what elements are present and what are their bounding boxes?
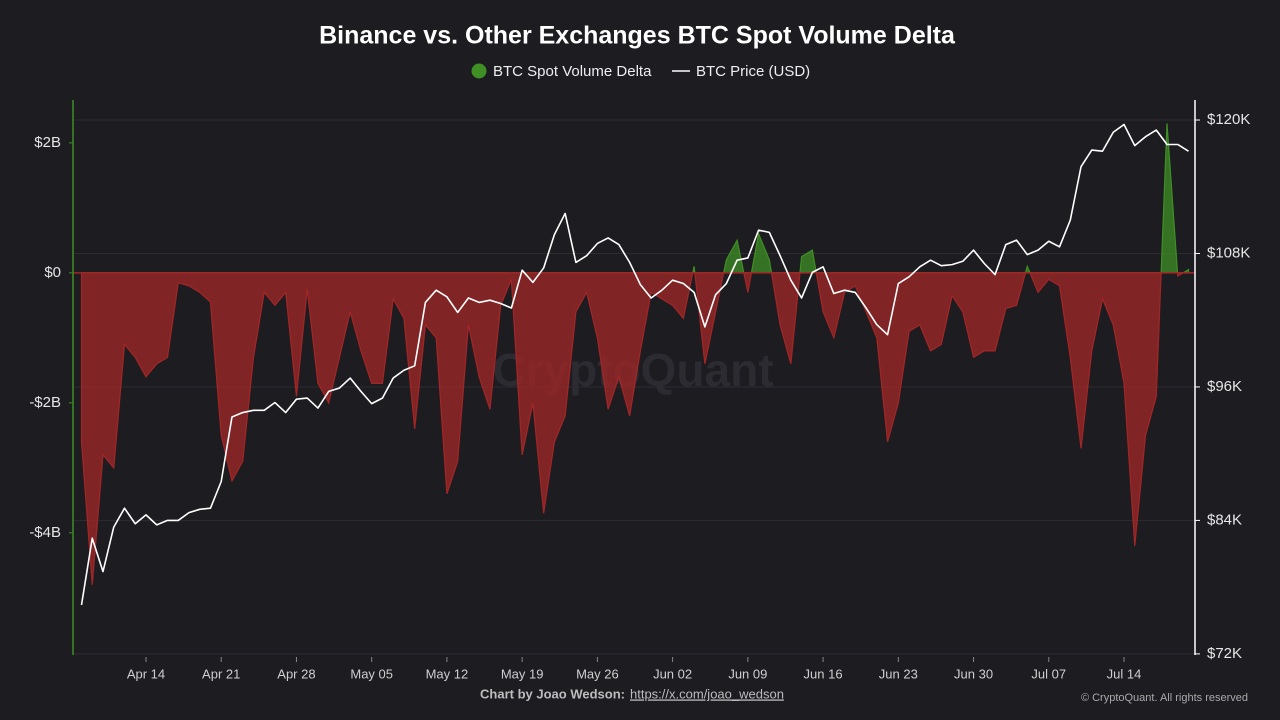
legend-label: BTC Price (USD) (696, 63, 810, 80)
x-tick-label: Jun 09 (728, 666, 767, 681)
y2-tick-label: $72K (1207, 645, 1242, 662)
y2-tick-label: $84K (1207, 511, 1242, 528)
copyright: © CryptoQuant. All rights reserved (1081, 692, 1248, 704)
chart-title: Binance vs. Other Exchanges BTC Spot Vol… (319, 22, 956, 50)
y-tick-label: $2B (34, 134, 61, 151)
credit: Chart by Joao Wedson: (480, 686, 625, 701)
x-tick-label: Jul 07 (1031, 666, 1066, 681)
y2-tick-label: $108K (1207, 244, 1250, 261)
x-tick-label: May 05 (350, 666, 393, 681)
delta-area (80, 123, 1190, 585)
x-tick-label: Jun 02 (653, 666, 692, 681)
credit-link[interactable]: https://x.com/joao_wedson (630, 686, 784, 701)
x-tick-label: May 26 (576, 666, 619, 681)
x-tick-label: Apr 14 (127, 666, 165, 681)
x-tick-label: Jul 14 (1107, 666, 1142, 681)
x-tick-label: Apr 21 (202, 666, 240, 681)
x-tick-label: Jun 23 (879, 666, 918, 681)
x-tick-label: Jun 16 (804, 666, 843, 681)
y-tick-label: $0 (44, 264, 61, 281)
y-tick-label: -$2B (29, 394, 61, 411)
price-line (80, 123, 1189, 606)
x-tick-label: May 19 (501, 666, 544, 681)
x-tick-label: May 12 (426, 666, 469, 681)
y2-tick-label: $96K (1207, 378, 1242, 395)
y2-tick-label: $120K (1207, 111, 1250, 128)
legend-marker (471, 63, 487, 79)
legend-label: BTC Spot Volume Delta (493, 63, 652, 80)
plot-area (69, 100, 1200, 662)
x-tick-label: Jun 30 (954, 666, 993, 681)
y-tick-label: -$4B (29, 524, 61, 541)
x-tick-label: Apr 28 (277, 666, 315, 681)
